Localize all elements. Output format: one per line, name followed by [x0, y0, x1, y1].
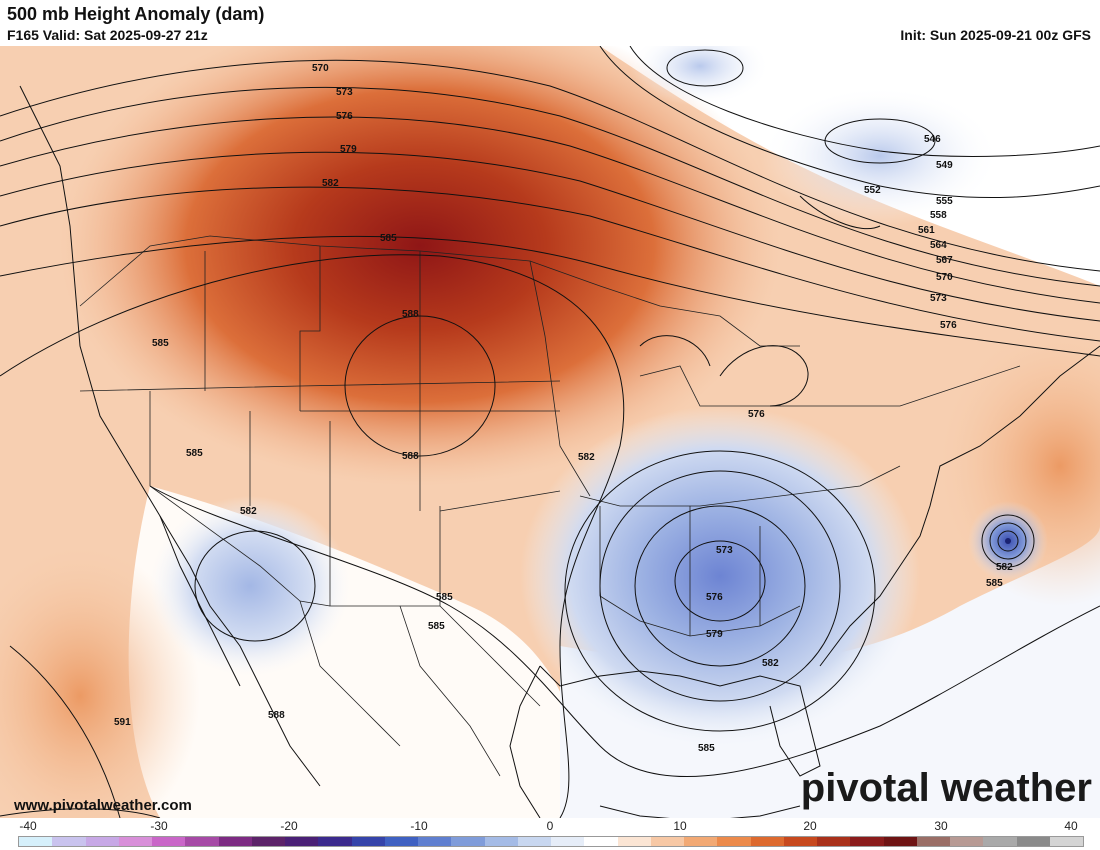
- contour-label: 576: [336, 111, 353, 122]
- contour-label: 585: [698, 743, 715, 754]
- pivotal-weather-logo: pivotal weather: [800, 766, 1092, 810]
- colorbar-swatch: [750, 837, 784, 846]
- contour-label: 561: [918, 225, 935, 236]
- colorbar-swatch: [916, 837, 950, 846]
- colorbar-swatch: [218, 837, 252, 846]
- colorbar-swatch: [551, 837, 585, 846]
- colorbar-tick: 20: [803, 819, 817, 833]
- contour-label: 567: [936, 255, 953, 266]
- colorbar-swatch: [384, 837, 418, 846]
- contour-label: 588: [402, 451, 419, 462]
- contour-labels: 570 573 576 579 582 585 588 546 549 552 …: [114, 63, 1013, 754]
- contour-label: 585: [380, 233, 397, 244]
- contour-label: 576: [706, 592, 723, 603]
- colorbar-swatch: [517, 837, 551, 846]
- contour-label: 585: [152, 338, 169, 349]
- colorbar-tick: -10: [410, 819, 428, 833]
- contour-label: 585: [436, 592, 453, 603]
- colorbar-swatch: [152, 837, 186, 846]
- colorbar-swatch: [1049, 837, 1083, 846]
- contour-label: 576: [940, 320, 957, 331]
- colorbar-swatch: [251, 837, 285, 846]
- contour-label: 546: [924, 134, 941, 145]
- colorbar-ticks: -40 -30 -20 -10 0 10 20 30 40: [0, 819, 1100, 835]
- colorbar-swatch: [1016, 837, 1050, 846]
- hurricane-center-marker: [1005, 538, 1011, 544]
- contour-label: 573: [336, 87, 353, 98]
- contour-label: 582: [322, 178, 339, 189]
- contour-label: 570: [936, 272, 953, 283]
- colorbar-swatch: [617, 837, 651, 846]
- colorbar-swatch: [650, 837, 684, 846]
- init-time: Init: Sun 2025-09-21 00z GFS: [900, 27, 1091, 43]
- contour-label: 579: [706, 629, 723, 640]
- contour-label: 591: [114, 717, 131, 728]
- contour-label: 582: [578, 452, 595, 463]
- colorbar-swatch: [983, 837, 1017, 846]
- contour-label: 570: [312, 63, 329, 74]
- colorbar-swatch: [883, 837, 917, 846]
- colorbar-swatch: [318, 837, 352, 846]
- colorbar-tick: 0: [546, 819, 554, 833]
- colorbar-swatch: [717, 837, 751, 846]
- contour-label: 585: [186, 448, 203, 459]
- contour-label: 582: [762, 658, 779, 669]
- colorbar-swatch: [285, 837, 319, 846]
- contour-label: 558: [930, 210, 947, 221]
- colorbar-tick: 30: [934, 819, 948, 833]
- map-title: 500 mb Height Anomaly (dam): [7, 4, 265, 24]
- colorbar-swatch: [584, 837, 618, 846]
- colorbar-tick: 10: [673, 819, 687, 833]
- contour-label: 552: [864, 185, 881, 196]
- colorbar-swatch: [484, 837, 518, 846]
- valid-time: F165 Valid: Sat 2025-09-27 21z: [7, 27, 208, 43]
- contour-label: 588: [268, 710, 285, 721]
- colorbar-swatch: [351, 837, 385, 846]
- height-contours: [0, 46, 1100, 818]
- contour-label: 564: [930, 240, 947, 251]
- colorbar-swatch: [85, 837, 119, 846]
- colorbar-swatch: [451, 837, 485, 846]
- colorbar-swatch: [118, 837, 152, 846]
- contour-label: 585: [986, 578, 1003, 589]
- contour-label: 579: [340, 144, 357, 155]
- colorbar-swatch: [783, 837, 817, 846]
- map-header: 500 mb Height Anomaly (dam) F165 Valid: …: [0, 0, 1100, 46]
- contour-label: 588: [402, 309, 419, 320]
- contour-label: 576: [748, 409, 765, 420]
- colorbar-swatch: [850, 837, 884, 846]
- colorbar-swatch: [52, 837, 86, 846]
- colorbar-swatch: [418, 837, 452, 846]
- contour-label: 585: [428, 621, 445, 632]
- contour-label: 549: [936, 160, 953, 171]
- colorbar-swatch: [185, 837, 219, 846]
- colorbar: [18, 836, 1084, 847]
- colorbar-swatch: [950, 837, 984, 846]
- colorbar-tick: 40: [1064, 819, 1078, 833]
- coastlines: [19, 85, 1100, 818]
- contour-label: 582: [240, 506, 257, 517]
- colorbar-tick: -20: [280, 819, 298, 833]
- colorbar-tick: -40: [19, 819, 37, 833]
- contour-label: 573: [716, 545, 733, 556]
- colorbar-swatch: [684, 837, 718, 846]
- contour-label: 573: [930, 293, 947, 304]
- contour-label: 555: [936, 196, 953, 207]
- colorbar-swatch: [817, 837, 851, 846]
- colorbar-swatch: [19, 837, 53, 846]
- weather-map[interactable]: 570 573 576 579 582 585 588 546 549 552 …: [0, 46, 1100, 818]
- contour-label: 582: [996, 562, 1013, 573]
- colorbar-tick: -30: [150, 819, 168, 833]
- site-url: www.pivotalweather.com: [14, 797, 192, 814]
